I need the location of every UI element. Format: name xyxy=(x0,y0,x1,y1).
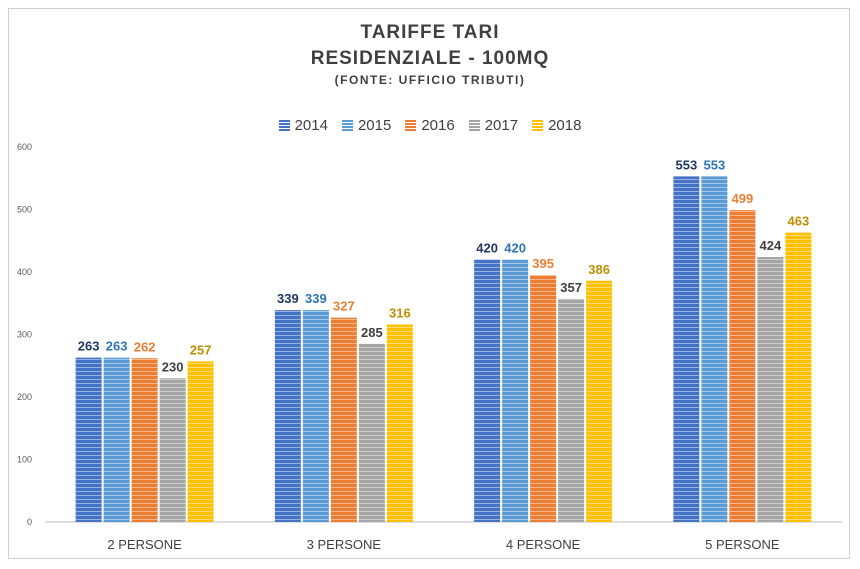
y-tick-label: 0 xyxy=(27,517,32,527)
data-label: 386 xyxy=(588,262,610,277)
bar-2017-4-persone xyxy=(558,298,585,522)
x-tick-label: 2 PERSONE xyxy=(107,537,182,552)
bar-2018-5-persone xyxy=(785,232,812,522)
chart-subtitle: RESIDENZIALE - 100MQ xyxy=(310,48,550,69)
data-label: 327 xyxy=(333,299,355,314)
legend-label: 2014 xyxy=(294,117,328,134)
data-label: 285 xyxy=(361,325,383,340)
bar-2017-5-persone xyxy=(757,257,784,522)
legend-swatch xyxy=(532,120,544,131)
data-label: 230 xyxy=(162,359,184,374)
data-label: 553 xyxy=(704,157,726,172)
data-label: 463 xyxy=(788,214,810,229)
legend-label: 2018 xyxy=(548,117,582,134)
bar-2015-2-persone xyxy=(103,357,130,522)
bar-2018-4-persone xyxy=(586,280,613,522)
y-tick-label: 100 xyxy=(17,455,32,465)
data-label: 262 xyxy=(134,339,156,354)
bar-2016-4-persone xyxy=(530,275,557,522)
bar-2016-3-persone xyxy=(330,317,357,522)
legend-swatch xyxy=(278,120,290,131)
legend-item-2017: 2017 xyxy=(468,117,519,134)
x-tick-label: 4 PERSONE xyxy=(506,537,581,552)
bar-2017-2-persone xyxy=(159,378,186,522)
data-label: 257 xyxy=(190,342,212,357)
legend-label: 2016 xyxy=(421,117,455,134)
y-tick-label: 600 xyxy=(17,142,32,152)
legend-label: 2017 xyxy=(484,117,519,134)
y-tick-label: 500 xyxy=(17,205,32,215)
bar-2015-4-persone xyxy=(502,259,529,522)
legend-item-2016: 2016 xyxy=(405,117,455,134)
chart-legend: 2014 2015 2016 2017 2018 xyxy=(0,117,860,134)
bar-2018-3-persone xyxy=(386,324,413,522)
legend-label: 2015 xyxy=(357,117,392,134)
bar-2015-3-persone xyxy=(302,310,329,522)
bar-2018-2-persone xyxy=(187,361,214,522)
y-tick-label: 300 xyxy=(17,330,32,340)
legend-swatch xyxy=(468,120,480,131)
legend-item-2015: 2015 xyxy=(341,117,392,134)
data-label: 263 xyxy=(78,339,100,354)
bar-2014-3-persone xyxy=(274,310,301,522)
chart-title: TARIFFE TARI xyxy=(360,22,500,43)
data-label: 420 xyxy=(476,241,498,256)
data-label: 553 xyxy=(676,157,698,172)
data-label: 316 xyxy=(389,306,411,321)
bar-2015-5-persone xyxy=(701,176,728,522)
y-tick-label: 200 xyxy=(17,392,32,402)
bar-2014-5-persone xyxy=(673,176,700,522)
bar-2016-2-persone xyxy=(131,358,158,522)
legend-item-2018: 2018 xyxy=(532,117,581,134)
legend-item-2014: 2014 xyxy=(278,117,328,134)
legend-swatch xyxy=(341,120,353,131)
y-tick-label: 400 xyxy=(17,267,32,277)
chart-source: (FONTE: UFFICIO TRIBUTI) xyxy=(334,73,526,87)
bar-2016-5-persone xyxy=(729,210,756,522)
data-label: 263 xyxy=(106,339,128,354)
data-label: 499 xyxy=(732,191,754,206)
bar-2017-3-persone xyxy=(358,343,385,522)
bar-2014-2-persone xyxy=(75,357,102,522)
x-tick-label: 3 PERSONE xyxy=(307,537,382,552)
data-label: 395 xyxy=(532,256,554,271)
x-tick-label: 5 PERSONE xyxy=(705,537,780,552)
data-label: 339 xyxy=(277,291,299,306)
data-label: 420 xyxy=(504,241,526,256)
data-label: 357 xyxy=(560,280,582,295)
data-label: 424 xyxy=(760,238,782,253)
data-label: 339 xyxy=(305,291,327,306)
bar-2014-4-persone xyxy=(474,259,501,522)
legend-swatch xyxy=(405,120,417,131)
